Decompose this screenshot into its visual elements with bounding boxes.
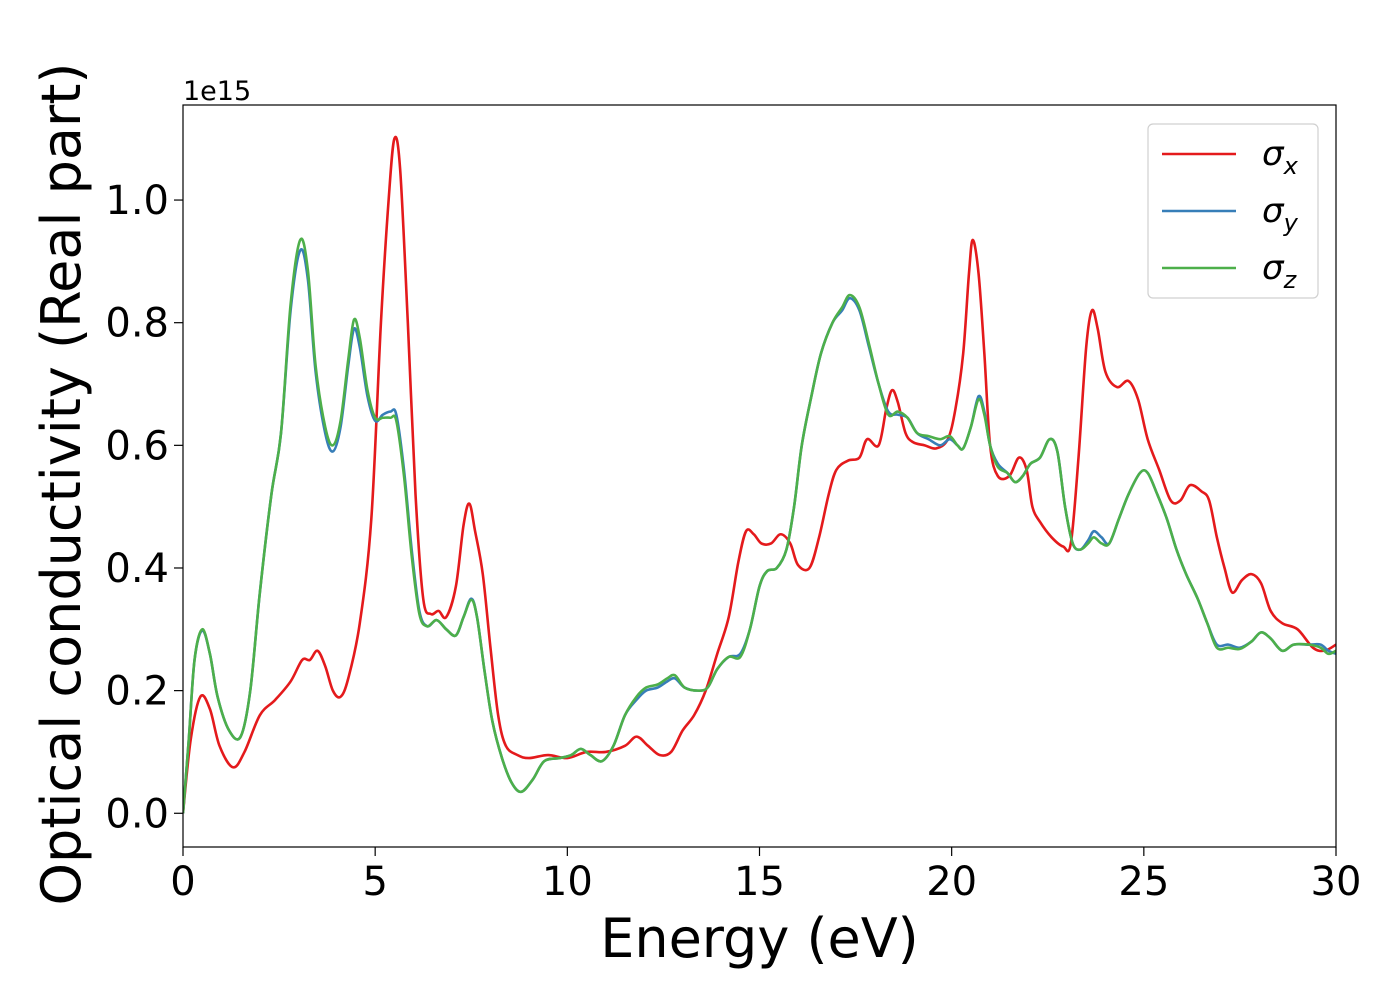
series-layer bbox=[183, 135, 1336, 814]
legend-label-sigma-x: σx bbox=[1262, 134, 1299, 180]
y-axis-label: Optical conductivity (Real part) bbox=[30, 63, 93, 906]
legend-label-sigma-y: σy bbox=[1262, 191, 1299, 237]
y-tick-label: 0.8 bbox=[105, 301, 169, 347]
x-tick-label: 30 bbox=[1311, 859, 1362, 905]
y-axis: 0.0 0.2 0.4 0.6 0.8 1.0 bbox=[105, 178, 183, 837]
x-tick-label: 20 bbox=[926, 859, 977, 905]
x-tick-label: 15 bbox=[734, 859, 785, 905]
x-tick-label: 25 bbox=[1118, 859, 1169, 905]
x-tick-label: 5 bbox=[362, 859, 387, 905]
series-line-sigma-z bbox=[183, 237, 1336, 814]
x-tick-label: 10 bbox=[542, 859, 593, 905]
x-axis-label: Energy (eV) bbox=[600, 907, 919, 970]
y-tick-label: 0.4 bbox=[105, 546, 169, 592]
y-tick-label: 0.0 bbox=[105, 791, 169, 837]
series-line-sigma-x bbox=[183, 135, 1336, 814]
y-tick-label: 1.0 bbox=[105, 178, 169, 224]
y-tick-label: 0.2 bbox=[105, 669, 169, 715]
y-tick-label: 0.6 bbox=[105, 423, 169, 469]
y-offset-text: 1e15 bbox=[183, 76, 251, 107]
legend-label-sigma-z: σz bbox=[1262, 248, 1298, 294]
legend: σx σy σz bbox=[1147, 123, 1319, 299]
x-axis: 0 5 10 15 20 25 30 bbox=[170, 847, 1361, 905]
x-tick-label: 0 bbox=[170, 859, 195, 905]
